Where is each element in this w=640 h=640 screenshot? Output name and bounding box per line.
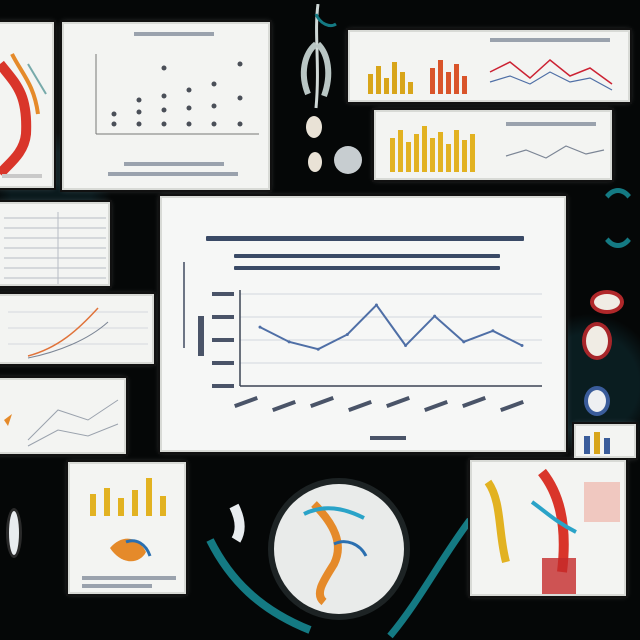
- mini-diagram-left: [4, 399, 119, 447]
- blue-ring-ornament: [584, 386, 610, 416]
- table-card-left: [0, 202, 110, 286]
- main-chart-point: [345, 332, 349, 336]
- anatomy-illustration: [0, 53, 47, 178]
- main-chart-x-tick-glyph: [500, 400, 524, 412]
- dot-chart: [95, 32, 259, 176]
- gold-bar-card: [374, 110, 612, 180]
- main-chart-point: [374, 303, 378, 307]
- main-chart-x-tick-glyph: [348, 400, 372, 412]
- main-chart-series-line: [259, 303, 523, 351]
- main-line-chart: [183, 262, 542, 440]
- main-chart-x-tick-glyph: [272, 400, 296, 412]
- ink-plant-decoration: [300, 4, 337, 109]
- main-chart-x-tick-glyph: [424, 400, 448, 412]
- main-chart-y-tick-glyph: [212, 315, 234, 319]
- main-chart-point: [258, 325, 262, 329]
- main-chart-point: [404, 344, 408, 348]
- bottom-left-ornament: [6, 508, 22, 558]
- main-title-text: [206, 236, 524, 241]
- red-ring-ornament-1: [590, 290, 624, 314]
- main-chart-points: [258, 303, 524, 351]
- round-lens-illustration: [268, 478, 410, 620]
- main-chart-y-tick-glyph: [212, 361, 234, 365]
- mini-blue-bars: [584, 432, 610, 454]
- bottom-left-chart: [82, 478, 176, 588]
- bottom-right-anatomy: [484, 468, 620, 594]
- anatomy-card-bottom-right: [470, 460, 626, 596]
- dot-chart-card: [62, 22, 270, 190]
- main-chart-point: [491, 329, 495, 333]
- main-chart-point: [433, 314, 437, 318]
- main-chart-y-tick-glyph: [212, 338, 234, 342]
- teal-vines-bottom: [206, 503, 473, 639]
- main-chart-xlabel-glyph: [370, 436, 406, 440]
- main-chart-ylabel-glyph: [198, 316, 204, 356]
- main-subtitle-text-1: [234, 254, 500, 258]
- main-chart-x-tick-glyph: [462, 396, 486, 408]
- table-lines: [4, 212, 106, 284]
- flower-decoration: [334, 146, 362, 174]
- main-chart-y-tick-glyph: [212, 384, 234, 388]
- main-chart-y-tick-glyph: [212, 292, 234, 296]
- lens-anatomy-drawing: [303, 501, 368, 606]
- red-ring-ornament-2: [582, 322, 612, 360]
- main-chart-point: [520, 344, 524, 348]
- main-chart-x-tick-marks: [234, 396, 524, 412]
- main-chart-y-tick-marks: [212, 292, 234, 388]
- main-chart-x-tick-glyph: [310, 396, 334, 408]
- pod-decoration-2: [308, 152, 322, 172]
- mini-bar-line-chart: [368, 38, 613, 94]
- bar-line-card-top-right: [348, 30, 630, 102]
- gold-bar-card-bottom-left: [68, 462, 186, 594]
- chart-card-left-lower: [0, 378, 126, 454]
- anatomy-card-top-left: [0, 22, 54, 188]
- main-chart-x-tick-glyph: [386, 396, 410, 408]
- main-line-chart-card: [160, 196, 566, 452]
- growth-line-chart: [8, 307, 148, 359]
- main-subtitle-text-2: [234, 266, 500, 270]
- main-chart-point: [316, 347, 320, 351]
- line-chart-card-left: [0, 294, 154, 364]
- main-chart-point: [462, 340, 466, 344]
- bar-card-right-small: [574, 424, 636, 458]
- main-chart-x-tick-glyph: [234, 396, 258, 408]
- main-chart-point: [287, 340, 291, 344]
- teal-swirl-right: [598, 188, 638, 248]
- pod-decoration-1: [306, 116, 322, 138]
- gold-bar-chart: [390, 122, 605, 172]
